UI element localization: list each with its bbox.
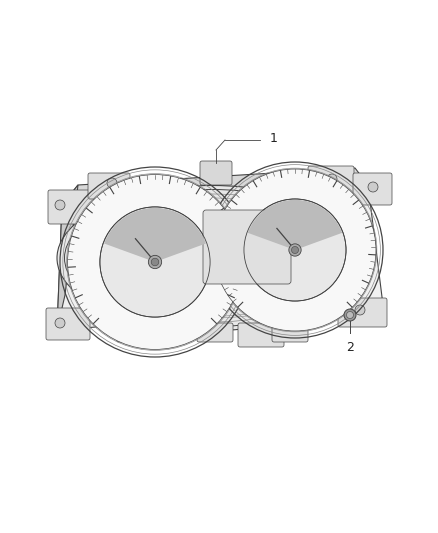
FancyBboxPatch shape bbox=[88, 173, 130, 199]
Circle shape bbox=[148, 255, 162, 269]
Wedge shape bbox=[248, 200, 342, 250]
Polygon shape bbox=[62, 168, 368, 205]
Circle shape bbox=[55, 318, 65, 328]
Circle shape bbox=[368, 182, 378, 192]
Circle shape bbox=[107, 178, 117, 188]
Polygon shape bbox=[57, 185, 383, 330]
FancyBboxPatch shape bbox=[203, 210, 291, 284]
Ellipse shape bbox=[57, 185, 367, 330]
Circle shape bbox=[151, 258, 159, 266]
Circle shape bbox=[100, 207, 210, 317]
FancyBboxPatch shape bbox=[272, 323, 308, 342]
FancyBboxPatch shape bbox=[338, 298, 387, 327]
Circle shape bbox=[244, 199, 346, 301]
FancyBboxPatch shape bbox=[238, 323, 284, 347]
Circle shape bbox=[214, 169, 376, 331]
Text: 1: 1 bbox=[270, 132, 278, 144]
Circle shape bbox=[55, 200, 65, 210]
FancyBboxPatch shape bbox=[48, 190, 94, 224]
Circle shape bbox=[67, 175, 242, 350]
Circle shape bbox=[289, 244, 301, 256]
Circle shape bbox=[327, 174, 337, 184]
FancyBboxPatch shape bbox=[353, 173, 392, 205]
FancyBboxPatch shape bbox=[117, 323, 153, 342]
FancyBboxPatch shape bbox=[308, 166, 354, 198]
Text: 2: 2 bbox=[346, 341, 354, 354]
Circle shape bbox=[355, 305, 365, 315]
Circle shape bbox=[346, 311, 353, 319]
Polygon shape bbox=[57, 185, 78, 330]
FancyBboxPatch shape bbox=[200, 161, 232, 185]
FancyBboxPatch shape bbox=[46, 308, 90, 340]
Circle shape bbox=[291, 246, 299, 254]
FancyBboxPatch shape bbox=[197, 323, 233, 342]
Wedge shape bbox=[104, 208, 206, 262]
Circle shape bbox=[344, 309, 356, 321]
